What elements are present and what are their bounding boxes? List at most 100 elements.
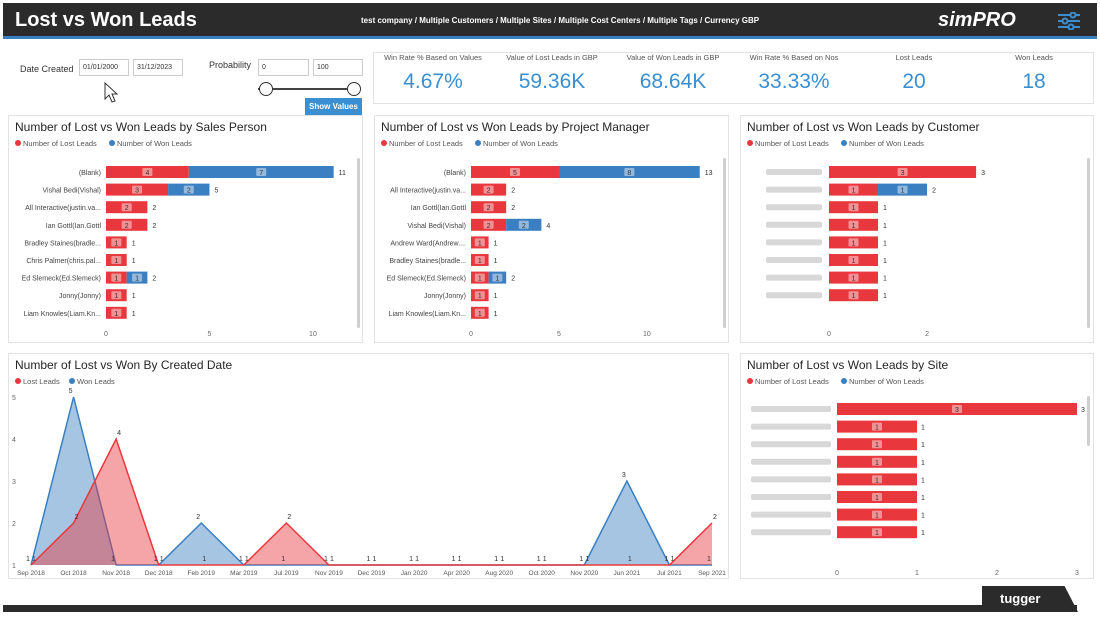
data-label: 1: [114, 311, 118, 318]
data-label: 1: [478, 258, 482, 265]
bar-segment: [471, 183, 507, 196]
project-manager-chart: Number of Lost Leads Number of Won Leads (…: [381, 139, 726, 338]
x-tick-label: Sep 2021: [698, 570, 726, 577]
bar-segment: [471, 306, 489, 319]
redacted-category-label: [751, 494, 831, 500]
bar-segment: [126, 271, 148, 284]
probability-slider-max-handle[interactable]: [347, 82, 361, 96]
data-label: 4: [117, 430, 121, 437]
sliders-icon[interactable]: [1058, 12, 1080, 30]
legend-marker: [69, 378, 75, 384]
x-tick-label: Jul 2019: [274, 570, 299, 577]
data-label-bg: [848, 185, 859, 194]
x-tick-label: Oct 2020: [529, 570, 556, 577]
legend-marker: [15, 140, 21, 146]
bar-segment: [829, 166, 977, 178]
date-created-label: Date Created: [20, 64, 74, 74]
bar-segment: [837, 491, 917, 503]
data-label: 2: [125, 223, 129, 230]
data-label: 1: [114, 258, 118, 265]
chart-title: Number of Lost vs Won Leads by Customer: [747, 120, 980, 134]
footer-bar: [3, 605, 1077, 612]
data-label: 1: [478, 293, 482, 300]
category-label: Liam Knowles(Liam.Kn...: [389, 311, 466, 318]
legend-label: Number of Lost Leads: [389, 139, 463, 148]
bar-segment: [558, 166, 700, 178]
data-label: 1: [852, 205, 856, 212]
legend-label: Number of Won Leads: [849, 139, 924, 148]
kpi-value: 59.36K: [518, 70, 586, 93]
show-values-button[interactable]: Show Values: [305, 98, 362, 115]
x-tick-label: 0: [469, 331, 473, 338]
data-label: 1: [852, 188, 856, 195]
data-label: 2: [487, 205, 491, 212]
legend-marker: [381, 140, 387, 146]
total-label: 1: [921, 530, 925, 537]
bar-segment: [106, 271, 127, 284]
bar-segment: [829, 289, 879, 302]
data-label: 1: [852, 293, 856, 300]
data-label: 1: [875, 495, 879, 502]
data-label: 1: [324, 556, 328, 563]
data-label-bg: [848, 273, 859, 282]
y-tick-label: 4: [12, 437, 16, 444]
bar-segment: [837, 526, 917, 539]
kpi-value: 68.64K: [639, 70, 707, 93]
date-to-input[interactable]: 31/12/2023: [133, 59, 183, 76]
total-label: 1: [921, 477, 925, 484]
data-label: 5: [69, 388, 73, 395]
data-label: 1: [478, 276, 482, 283]
redacted-category-label: [766, 221, 822, 228]
data-label: 1: [852, 276, 856, 283]
data-label-bg: [492, 273, 503, 282]
legend-label: Number of Lost Leads: [23, 139, 97, 148]
filter-context-subtitle: test company / Multiple Customers / Mult…: [361, 16, 760, 25]
panel-site: Number of Lost vs Won Leads by Site Numb…: [740, 353, 1094, 579]
probability-slider-track[interactable]: [258, 88, 354, 90]
panel-customer: Number of Lost vs Won Leads by Customer …: [740, 115, 1094, 343]
date-from-input[interactable]: 01/01/2000: [79, 59, 129, 76]
data-label: 2: [125, 205, 129, 212]
data-label: 1: [114, 293, 118, 300]
data-label: 1: [26, 556, 30, 563]
data-label: 1: [875, 442, 879, 449]
data-label-bg: [142, 168, 153, 176]
probability-slider-min-handle[interactable]: [259, 82, 273, 96]
data-label-bg: [474, 308, 485, 317]
probability-max-input[interactable]: 100: [313, 59, 363, 76]
total-label: 2: [511, 188, 515, 195]
data-label: 1: [495, 276, 499, 283]
data-label-bg: [872, 475, 882, 484]
data-label-bg: [474, 291, 485, 300]
redacted-category-label: [766, 239, 822, 246]
kpi-card: Win Rate % Based on Nos 33.33%: [734, 53, 854, 94]
legend-marker: [109, 140, 115, 146]
kpi-card: Value of Lost Leads in GBP 59.36K: [492, 53, 612, 94]
data-label: 1: [373, 556, 377, 563]
data-label: 1: [409, 556, 413, 563]
data-label-bg: [509, 168, 520, 176]
total-label: 2: [152, 223, 156, 230]
data-label-bg: [132, 185, 143, 194]
x-tick-label: Feb 2019: [188, 570, 216, 577]
x-tick-label: Dec 2019: [358, 570, 386, 577]
category-label: Ian Gottl(Ian.Gottl: [46, 223, 102, 230]
x-tick-label: Mar 2019: [230, 570, 258, 577]
total-label: 1: [921, 495, 925, 502]
probability-min-input[interactable]: 0: [258, 59, 309, 76]
data-label: 1: [160, 556, 164, 563]
data-label: 1: [875, 477, 879, 484]
total-label: 1: [132, 293, 136, 300]
bar-segment: [106, 306, 127, 319]
legend-marker: [475, 140, 481, 146]
x-tick-label: Nov 2019: [315, 570, 343, 577]
data-label: 1: [452, 556, 456, 563]
bar-segment: [168, 183, 210, 196]
category-label: Chris Palmer(chris.pal...: [26, 258, 101, 265]
data-label-bg: [872, 510, 882, 519]
data-label: 1: [852, 240, 856, 247]
data-label: 1: [135, 276, 139, 283]
data-label-bg: [132, 273, 143, 282]
total-label: 1: [494, 311, 498, 318]
data-label-bg: [848, 220, 859, 229]
